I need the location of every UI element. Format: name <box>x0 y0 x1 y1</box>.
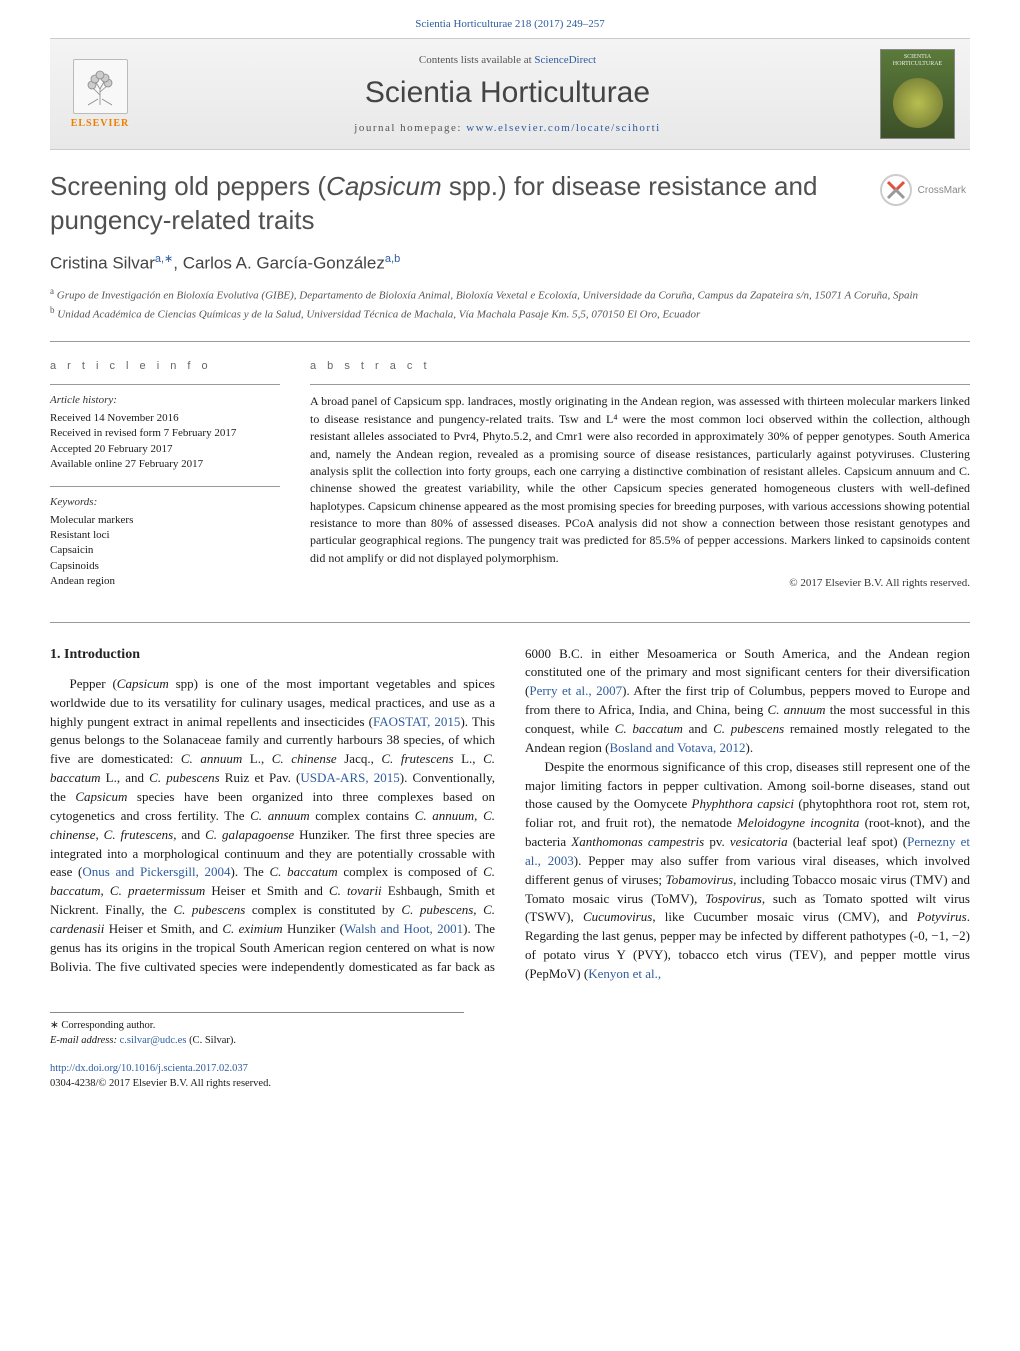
abstract-heading: a b s t r a c t <box>310 360 970 372</box>
contents-prefix: Contents lists available at <box>419 54 534 66</box>
article-title: Screening old peppers (Capsicum spp.) fo… <box>50 170 876 238</box>
title-italic: Capsicum <box>326 171 442 201</box>
journal-cover-thumbnail: SCIENTIA HORTICULTURAE <box>880 49 955 139</box>
email-paren: (C. Silvar). <box>186 1035 236 1046</box>
abstract-text: A broad panel of Capsicum spp. landraces… <box>310 393 970 567</box>
author-1-affil: a,∗ <box>155 253 173 265</box>
cite-walsh[interactable]: Walsh and Hoot, 2001 <box>344 921 463 936</box>
author-1: Cristina Silvar <box>50 253 155 272</box>
body-columns: 1. Introduction Pepper (Capsicum spp) is… <box>50 645 970 984</box>
keyword-4: Capsinoids <box>50 559 280 574</box>
divider-bottom <box>50 622 970 623</box>
author-2: , Carlos A. García-González <box>173 253 385 272</box>
info-divider-2 <box>50 486 280 487</box>
journal-header: ELSEVIER Contents lists available at Sci… <box>50 38 970 150</box>
corresponding-author-footnote: ∗ Corresponding author. E-mail address: … <box>50 1012 464 1048</box>
online-date: Available online 27 February 2017 <box>50 457 280 472</box>
elsevier-tree-icon <box>73 59 128 114</box>
cite-usda[interactable]: USDA-ARS, 2015 <box>300 770 399 785</box>
cite-faostat[interactable]: FAOSTAT, 2015 <box>373 714 460 729</box>
journal-homepage-line: journal homepage: www.elsevier.com/locat… <box>135 122 880 134</box>
keyword-1: Molecular markers <box>50 513 280 528</box>
keyword-2: Resistant loci <box>50 528 280 543</box>
intro-para-2: Despite the enormous significance of thi… <box>525 758 970 984</box>
keywords-label: Keywords: <box>50 495 280 510</box>
contents-available-line: Contents lists available at ScienceDirec… <box>135 54 880 66</box>
abstract-copyright: © 2017 Elsevier B.V. All rights reserved… <box>310 577 970 589</box>
crossmark-label: CrossMark <box>918 185 966 196</box>
cover-art-icon <box>893 78 943 128</box>
crossmark-icon <box>880 174 912 206</box>
journal-title: Scientia Horticulturae <box>135 76 880 110</box>
email-label: E-mail address: <box>50 1035 120 1046</box>
issn-copyright: 0304-4238/© 2017 Elsevier B.V. All right… <box>50 1077 970 1092</box>
elsevier-wordmark: ELSEVIER <box>71 118 130 129</box>
abstract-divider <box>310 384 970 385</box>
info-divider-1 <box>50 384 280 385</box>
article-info-sidebar: a r t i c l e i n f o Article history: R… <box>50 360 280 603</box>
journal-homepage-link[interactable]: www.elsevier.com/locate/scihorti <box>466 122 661 134</box>
author-2-affil: a,b <box>385 253 400 265</box>
title-part-a: Screening old peppers ( <box>50 171 326 201</box>
elsevier-logo: ELSEVIER <box>65 54 135 134</box>
accepted-date: Accepted 20 February 2017 <box>50 442 280 457</box>
keyword-3: Capsaicin <box>50 543 280 558</box>
crossmark-badge[interactable]: CrossMark <box>876 170 970 210</box>
cite-onus[interactable]: Onus and Pickersgill, 2004 <box>82 864 230 879</box>
corr-author-line: ∗ Corresponding author. <box>50 1019 464 1034</box>
abstract-column: a b s t r a c t A broad panel of Capsicu… <box>310 360 970 603</box>
cite-kenyon[interactable]: Kenyon et al., <box>588 966 661 981</box>
section-1-heading: 1. Introduction <box>50 645 495 665</box>
cover-label: SCIENTIA HORTICULTURAE <box>881 54 954 67</box>
cite-perry[interactable]: Perry et al., 2007 <box>529 683 622 698</box>
affiliations-block: a Grupo de Investigación en Bioloxía Evo… <box>50 285 970 323</box>
keyword-5: Andean region <box>50 574 280 589</box>
affil-a: Grupo de Investigación en Bioloxía Evolu… <box>54 290 918 302</box>
received-date: Received 14 November 2016 <box>50 411 280 426</box>
sciencedirect-link[interactable]: ScienceDirect <box>534 54 596 66</box>
affil-b: Unidad Académica de Ciencias Químicas y … <box>55 309 701 321</box>
article-info-heading: a r t i c l e i n f o <box>50 360 280 372</box>
homepage-prefix: journal homepage: <box>354 122 466 134</box>
cite-bosland[interactable]: Bosland and Votava, 2012 <box>609 740 745 755</box>
history-label: Article history: <box>50 393 280 408</box>
running-head-citation: Scientia Horticulturae 218 (2017) 249–25… <box>50 0 970 38</box>
author-list: Cristina Silvara,∗, Carlos A. García-Gon… <box>50 252 970 274</box>
revised-date: Received in revised form 7 February 2017 <box>50 426 280 441</box>
corr-email-link[interactable]: c.silvar@udc.es <box>120 1035 187 1046</box>
doi-link[interactable]: http://dx.doi.org/10.1016/j.scienta.2017… <box>50 1063 248 1074</box>
doi-block: http://dx.doi.org/10.1016/j.scienta.2017… <box>50 1062 970 1091</box>
